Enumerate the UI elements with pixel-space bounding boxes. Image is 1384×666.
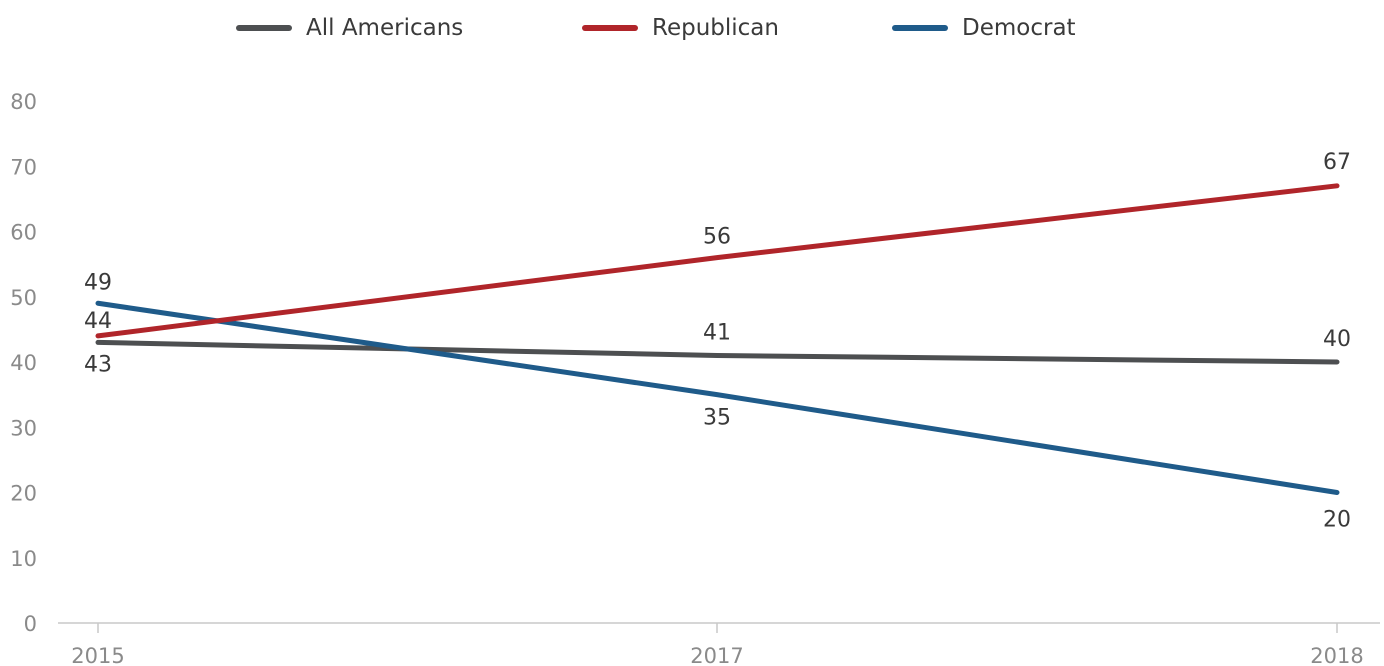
y-axis: 0 10 20 30 40 50 60 70 80: [10, 90, 37, 636]
y-tick-label: 70: [10, 155, 37, 179]
series-line-all-americans: [95, 339, 1340, 365]
x-tick-label: 2017: [690, 644, 743, 666]
legend-label-democrat: Democrat: [962, 15, 1076, 41]
series-line-republican: [95, 183, 1340, 339]
legend-item-all-americans: All Americans: [236, 10, 463, 46]
legend-swatch-all-americans: [236, 25, 292, 31]
y-tick-label: 10: [10, 547, 37, 571]
x-axis: 2015 2017 2018: [58, 622, 1380, 666]
legend-item-republican: Republican: [582, 10, 779, 46]
x-tick-label: 2018: [1310, 644, 1363, 666]
data-label-all-americans: 40: [1323, 327, 1351, 352]
legend: All Americans Republican Democrat: [0, 10, 1384, 46]
data-label-democrat: 35: [703, 406, 731, 431]
legend-label-all-americans: All Americans: [306, 15, 464, 41]
data-label-republican: 56: [703, 225, 731, 250]
y-tick-label: 80: [10, 90, 37, 114]
series-lines: [95, 183, 1340, 495]
y-tick-label: 50: [10, 286, 37, 310]
data-label-democrat: 49: [84, 270, 112, 295]
y-tick-label: 60: [10, 221, 37, 245]
series-line-democrat: [95, 300, 1340, 495]
legend-swatch-democrat: [892, 25, 948, 31]
legend-label-republican: Republican: [652, 15, 779, 41]
data-label-all-americans: 41: [703, 320, 731, 345]
y-tick-label: 40: [10, 351, 37, 375]
legend-item-democrat: Democrat: [892, 10, 1076, 46]
data-labels: 43 41 40 44 56 67 49 35 20: [84, 150, 1351, 533]
data-label-democrat: 20: [1323, 508, 1351, 533]
x-tick-label: 2015: [71, 644, 124, 666]
y-tick-label: 30: [10, 416, 37, 440]
legend-swatch-republican: [582, 25, 638, 31]
data-label-republican: 44: [84, 309, 112, 334]
y-tick-label: 20: [10, 482, 37, 506]
y-tick-label: 0: [24, 612, 37, 636]
data-label-all-americans: 43: [84, 352, 112, 377]
data-label-republican: 67: [1323, 150, 1351, 175]
